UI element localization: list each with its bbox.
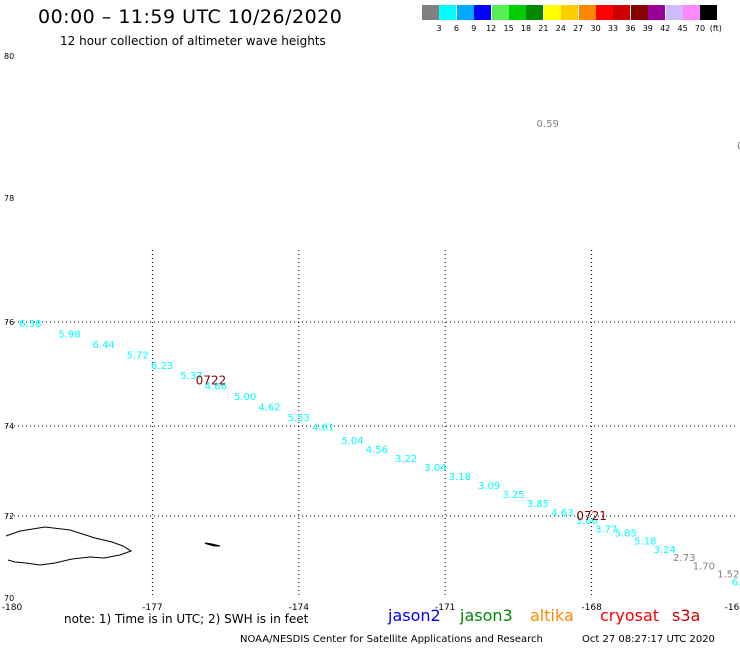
- y-tick-label: 78: [4, 194, 14, 203]
- x-tick-label: -174: [289, 603, 310, 613]
- wave-height-label: 6.23: [151, 361, 173, 372]
- chart-title: 00:00 – 11:59 UTC 10/26/2020: [38, 6, 343, 28]
- coastline-layer: [5, 141, 740, 566]
- wave-height-label: 5.04: [341, 436, 363, 447]
- legend-swatch: [439, 5, 457, 20]
- wave-height-label: 1.70: [693, 561, 715, 572]
- legend-label: 6: [453, 24, 459, 33]
- x-tick-label: -16: [725, 603, 740, 613]
- coastline-shape: [5, 526, 133, 566]
- legend-label: 24: [555, 24, 566, 33]
- chart-subtitle: 12 hour collection of altimeter wave hei…: [60, 34, 326, 48]
- y-tick-label: 74: [4, 422, 14, 431]
- legend-swatch: [526, 5, 544, 20]
- legend-swatch: [509, 5, 526, 20]
- satellite-legend-item: cryosat: [600, 606, 660, 625]
- grid-layer: [6, 250, 738, 598]
- y-tick-label: 72: [4, 512, 14, 521]
- legend-swatch: [665, 5, 683, 20]
- satellite-legend-item: jason3: [460, 606, 513, 625]
- wave-height-label: 4.62: [258, 402, 280, 413]
- wave-height-label: 1.52: [717, 570, 739, 581]
- legend-label: 30: [590, 24, 601, 33]
- x-tick-label: -168: [581, 603, 602, 613]
- wave-height-label: 3.09: [478, 481, 500, 492]
- wave-height-label: 2.73: [673, 553, 695, 564]
- y-tick-label: 80: [4, 52, 14, 61]
- wave-height-label: 3.18: [449, 472, 471, 483]
- legend-label: 39: [642, 24, 653, 33]
- legend-label: 3: [436, 24, 442, 33]
- legend-swatch: [596, 5, 613, 20]
- legend-label: 15: [503, 24, 514, 33]
- legend-swatch: [422, 5, 439, 20]
- legend-swatch: [630, 5, 648, 20]
- generated-timestamp: Oct 27 08:27:17 UTC 2020: [582, 634, 715, 645]
- wave-height-label: 3.85: [527, 499, 549, 510]
- x-tick-label: -180: [2, 603, 23, 613]
- wave-height-label: 5.37: [180, 371, 202, 382]
- x-tick-label: -171: [435, 603, 455, 613]
- legend-label: 27: [573, 24, 584, 33]
- pass-time-labels: 0722 0721: [196, 373, 607, 523]
- wave-height-label: 6.38: [19, 319, 41, 330]
- island-shape: [204, 542, 221, 547]
- legend-label: 36: [625, 24, 636, 33]
- wave-height-label: 5.00: [234, 392, 256, 403]
- wave-height-label: 0.59: [537, 119, 559, 130]
- wave-height-labels: 6.38 5.98 6.44 5.726.23 5.374.66 5.004.62 5.53…: [19, 119, 740, 589]
- wave-height-label: 5.72: [127, 350, 149, 361]
- pass-time-label: 0722: [196, 373, 227, 387]
- legend-swatch: [456, 5, 474, 20]
- wave-height-label: 6.05: [732, 578, 740, 589]
- legend-unit: (ft): [709, 24, 722, 33]
- wave-height-label: 3.77: [595, 524, 617, 535]
- wave-height-label: 5.18: [634, 537, 656, 548]
- wave-height-label: 3.66: [576, 516, 598, 527]
- legend-swatch: [700, 5, 718, 20]
- legend-swatch: [491, 5, 509, 20]
- wave-height-label: 3.24: [654, 545, 676, 556]
- wave-height-label: 4.66: [205, 382, 227, 393]
- wave-height-label: 4.56: [366, 445, 388, 456]
- satellite-legend-item: s3a: [672, 606, 701, 625]
- wave-height-label: 3.25: [502, 490, 524, 501]
- x-tick-label: -177: [142, 603, 162, 613]
- wave-height-label: 3.22: [395, 454, 417, 465]
- wave-height-label: 5.85: [615, 529, 637, 540]
- legend-swatch: [474, 5, 492, 20]
- wave-height-label: 3.04: [424, 463, 446, 474]
- wave-height-label: 4.63: [551, 508, 573, 519]
- legend-swatch: [683, 5, 700, 20]
- footer-note: note: 1) Time is in UTC; 2) SWH is in fe…: [64, 612, 309, 626]
- legend-swatch: [613, 5, 631, 20]
- legend-swatch: [578, 5, 596, 20]
- credit-text: NOAA/NESDIS Center for Satellite Applica…: [240, 634, 543, 645]
- legend-label: 9: [471, 24, 477, 33]
- legend-label: 45: [677, 24, 688, 33]
- legend-swatch: [543, 5, 561, 20]
- wave-height-label: 5.98: [58, 330, 80, 341]
- y-tick-label: 70: [4, 594, 14, 603]
- legend-swatch: [561, 5, 579, 20]
- wave-height-label: 4.61: [312, 423, 334, 434]
- legend-label: 18: [520, 24, 532, 33]
- y-tick-label: 76: [4, 318, 14, 327]
- legend-label: 33: [607, 24, 619, 33]
- legend-label: 42: [660, 24, 671, 33]
- axis-tick-labels: -180 -177 -174 -171 -168 -16 80 78 76 74 72 70: [2, 52, 740, 613]
- wave-height-label: 6.44: [92, 340, 114, 351]
- wave-height-label: 5.53: [288, 413, 310, 424]
- pass-time-label: 0721: [576, 509, 607, 523]
- legend-swatch: [648, 5, 666, 20]
- legend-label: 70: [694, 24, 706, 33]
- legend-label: 12: [486, 24, 497, 33]
- legend-label: 21: [538, 24, 549, 33]
- satellite-legend-item: jason2: [388, 606, 441, 625]
- satellite-legend-item: altika: [530, 606, 574, 625]
